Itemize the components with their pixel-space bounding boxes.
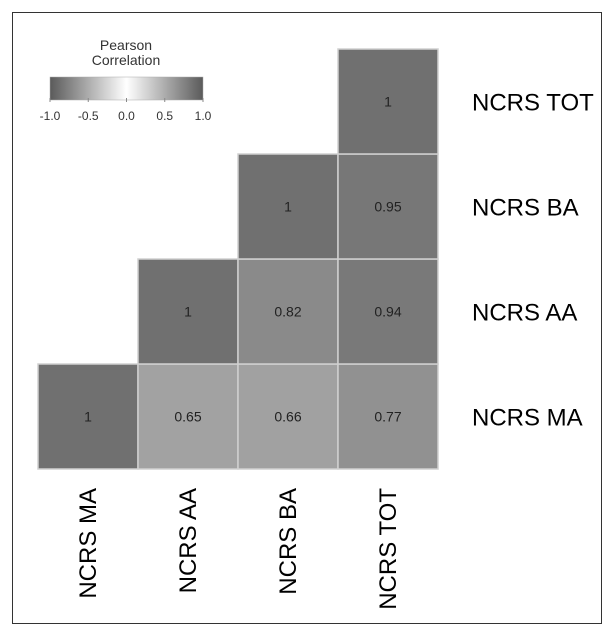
cell-value-ncrs-tot-x-ncrs-ma: 0.77 xyxy=(374,409,401,425)
legend-tick-label-0_0: 0.0 xyxy=(118,109,135,123)
col-label-ncrs-ba: NCRS BA xyxy=(275,488,302,595)
row-label-ncrs-aa: NCRS AA xyxy=(472,300,577,327)
heatmap-cell-ncrs-tot-x-ncrs-tot xyxy=(337,48,439,155)
heatmap-cell-ncrs-aa-x-ncrs-aa xyxy=(137,258,239,365)
heatmap-cells: 1 0.65 0.66 0.77 1 0.82 0.94 1 0.95 1 xyxy=(37,48,439,470)
heatmap-cell-ncrs-ba-x-ncrs-ma xyxy=(237,363,339,470)
column-labels: NCRS MA NCRS AA NCRS BA NCRS TOT xyxy=(75,488,402,610)
col-label-ncrs-tot: NCRS TOT xyxy=(375,488,402,610)
legend-tick-label-neg0_5: -0.5 xyxy=(78,109,99,123)
legend-tick-label-0_5: 0.5 xyxy=(156,109,173,123)
row-label-ncrs-ma: NCRS MA xyxy=(472,405,583,432)
cell-value-ncrs-tot-x-ncrs-ba: 0.95 xyxy=(374,199,401,215)
row-label-ncrs-ba: NCRS BA xyxy=(472,195,579,222)
color-legend: Pearson Correlation -1.0 -0.5 0.0 0.5 1.0 xyxy=(40,37,212,123)
cell-value-ncrs-tot-x-ncrs-tot: 1 xyxy=(384,94,392,110)
cell-value-ncrs-aa-x-ncrs-ma: 0.65 xyxy=(174,409,201,425)
cell-value-ncrs-tot-x-ncrs-aa: 0.94 xyxy=(374,304,401,320)
heatmap-cell-ncrs-ba-x-ncrs-ba xyxy=(237,153,339,260)
row-labels: NCRS MA NCRS AA NCRS BA NCRS TOT xyxy=(472,90,594,432)
heatmap-cell-ncrs-tot-x-ncrs-ma xyxy=(337,363,439,470)
heatmap-cell-ncrs-ma-x-ncrs-ma xyxy=(37,363,139,470)
cell-value-ncrs-ba-x-ncrs-ba: 1 xyxy=(284,199,292,215)
cell-value-ncrs-aa-x-ncrs-aa: 1 xyxy=(184,304,192,320)
col-label-ncrs-aa: NCRS AA xyxy=(175,488,202,593)
cell-value-ncrs-ba-x-ncrs-ma: 0.66 xyxy=(274,409,301,425)
legend-title-line1: Pearson xyxy=(100,37,152,53)
heatmap-cell-ncrs-ba-x-ncrs-aa xyxy=(237,258,339,365)
cell-value-ncrs-ma-x-ncrs-ma: 1 xyxy=(84,409,92,425)
legend-tick-label-1_0: 1.0 xyxy=(195,109,212,123)
cell-value-ncrs-ba-x-ncrs-aa: 0.82 xyxy=(274,304,301,320)
col-label-ncrs-ma: NCRS MA xyxy=(75,488,102,599)
heatmap-cell-ncrs-tot-x-ncrs-ba xyxy=(337,153,439,260)
legend-tick-label-neg1_0: -1.0 xyxy=(40,109,61,123)
legend-title-line2: Correlation xyxy=(92,52,160,68)
row-label-ncrs-tot: NCRS TOT xyxy=(472,90,594,117)
heatmap-cell-ncrs-tot-x-ncrs-aa xyxy=(337,258,439,365)
legend-gradient-bar xyxy=(49,76,204,101)
